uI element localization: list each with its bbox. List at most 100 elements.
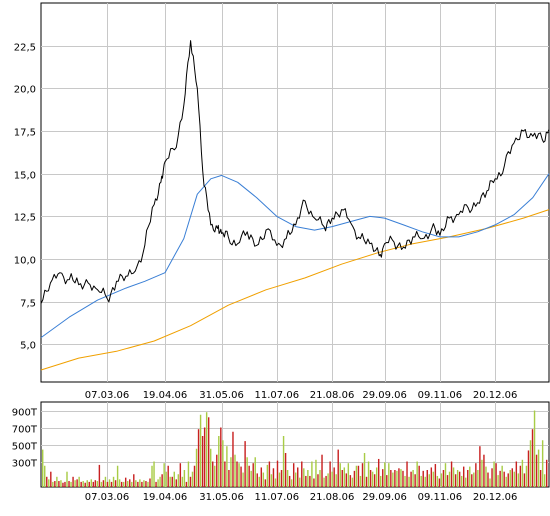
volume-bar [94,480,97,487]
volume-bar [311,461,313,487]
moving-average-line [40,209,550,371]
volume-bar [497,475,499,487]
volume-bar [199,414,202,487]
volume-bar [244,441,246,487]
volume-bar [392,472,394,487]
x-tick-label: 21.08.06 [310,390,355,401]
volume-bar [469,466,471,487]
volume-bar [179,463,182,487]
volume-bar [462,466,465,487]
volume-bar [537,449,540,487]
volume-bar [74,480,76,487]
volume-bar [380,475,382,487]
volume-bar [517,473,520,487]
volume-bar [398,468,400,487]
volume-bar [147,481,149,487]
volume-bar [216,454,218,487]
volume-x-tick-label: 09.11.06 [418,492,463,503]
volume-bar [78,476,80,487]
volume-bar [465,477,467,487]
volume-bar [135,480,137,487]
volume-bar [149,478,151,487]
volume-bar [282,436,285,487]
volume-bar [424,476,426,487]
volume-bar [169,476,171,487]
volume-bar [70,481,72,487]
volume-bar [151,465,153,487]
volume-bar [440,473,443,487]
y-tick-label: 12,5 [14,213,36,224]
volume-bar [280,470,283,487]
volume-bar [373,474,376,487]
volume-bar [72,476,74,487]
volume-bar [531,429,534,487]
volume-x-tick-label: 31.05.06 [199,492,244,503]
volume-bar [438,478,441,487]
volume-x-tick-label: 19.04.06 [143,492,188,503]
volume-bar [46,476,48,487]
volume-bar [177,474,180,487]
volume-bar [367,461,370,487]
volume-bar [297,467,299,487]
volume-bar [418,465,420,487]
volume-bar [369,470,372,487]
volume-bar [104,476,107,487]
volume-bar [90,479,92,487]
x-tick-label: 20.12.06 [473,390,518,401]
volume-bar [307,470,309,487]
volume-bar [396,470,398,487]
volume-bar [525,465,528,487]
moving-average-line [40,173,550,339]
volume-bar [339,463,341,487]
volume-bar [193,465,196,487]
volume-bar [272,468,275,487]
volume-bar [224,461,226,487]
volume-bar [402,470,404,487]
volume-bar [434,464,437,487]
volume-bar [163,463,165,487]
y-tick-label: 15,0 [14,171,36,182]
volume-bar [76,479,78,487]
volume-bar [214,465,216,487]
volume-bar [412,470,414,487]
volume-bar [371,471,374,487]
volume-bar [189,476,192,487]
volume-bar [246,457,248,487]
volume-bar [254,457,256,487]
volume-bar [98,464,101,487]
volume-bar [286,470,289,487]
volume-bar [240,466,242,487]
volume-bar [183,470,186,487]
volume-bar [159,476,161,487]
volume-bar [108,479,111,487]
volume-bar [84,482,86,487]
volume-bar [220,427,222,487]
volume-bar [122,481,125,487]
volume-bar [238,463,240,487]
volume-bar [475,463,477,487]
volume-bar [384,462,386,487]
volume-bar [442,470,445,487]
y-tick-label: 20,0 [14,85,36,96]
volume-bar [513,471,516,487]
volume-bar [173,471,175,487]
volume-bar [276,460,279,487]
x-tick-label: 07.03.06 [85,390,130,401]
volume-bar [100,481,103,487]
volume-y-tick-label: 900T [12,408,38,419]
x-tick-label: 31.05.06 [199,390,244,401]
price-series-line [40,40,550,304]
volume-x-tick-label: 21.08.06 [310,492,355,503]
volume-bar [299,477,301,487]
volume-bar [102,480,105,487]
x-tick-label: 19.04.06 [143,390,188,401]
volume-bar [120,481,123,487]
volume-bar [390,470,392,487]
volume-bar [483,454,485,487]
volume-bar [406,461,408,487]
volume-bar [197,429,200,487]
volume-bar [127,481,129,487]
volume-bar [129,479,131,487]
volume-bar [477,470,479,487]
volume-y-tick-label: 300T [12,459,38,470]
